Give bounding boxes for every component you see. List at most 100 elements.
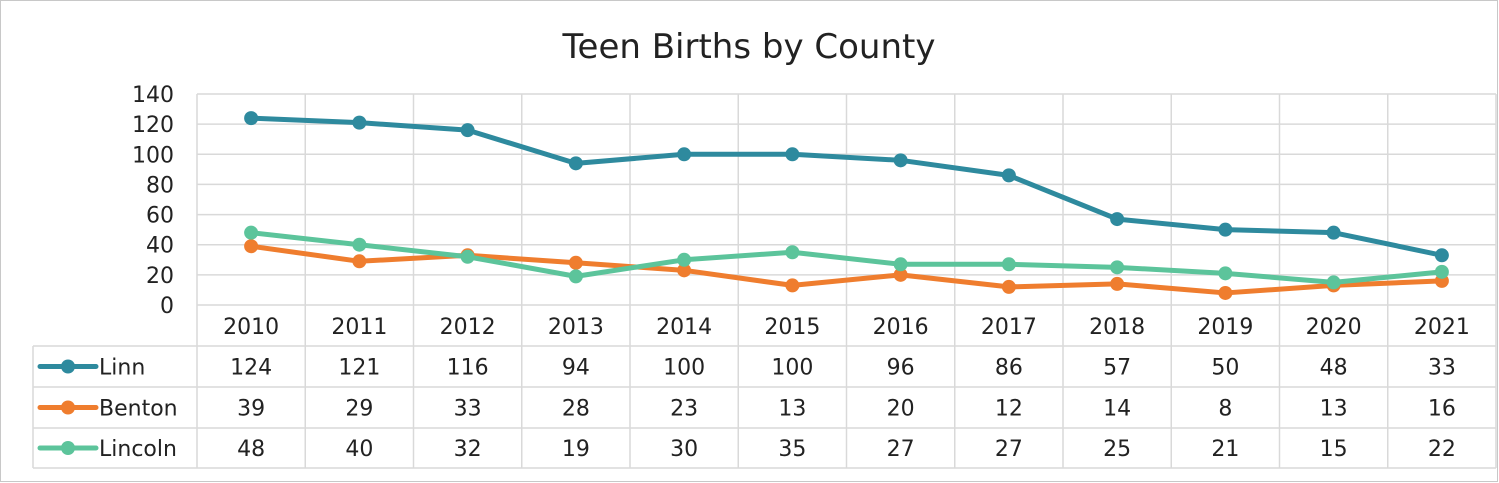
data-table-cell: 13 bbox=[778, 397, 806, 422]
data-point bbox=[1110, 260, 1125, 275]
data-point bbox=[352, 254, 367, 269]
data-table-cell: 94 bbox=[562, 356, 590, 381]
x-tick-label: 2013 bbox=[548, 315, 604, 340]
data-table-cell: 12 bbox=[995, 397, 1023, 422]
data-table-cell: 20 bbox=[887, 397, 915, 422]
x-tick-label: 2015 bbox=[764, 315, 820, 340]
data-table-cell: 25 bbox=[1103, 437, 1131, 462]
data-table-cell: 29 bbox=[345, 397, 373, 422]
data-table-cell: 48 bbox=[237, 437, 265, 462]
data-point bbox=[1218, 266, 1233, 281]
data-point bbox=[677, 147, 692, 162]
data-point bbox=[1434, 264, 1449, 279]
x-tick-label: 2016 bbox=[873, 315, 929, 340]
data-point bbox=[677, 252, 692, 267]
data-table-cell: 48 bbox=[1320, 356, 1348, 381]
legend-label: Benton bbox=[99, 397, 178, 422]
data-table-cell: 32 bbox=[454, 437, 482, 462]
data-table-cell: 100 bbox=[663, 356, 705, 381]
chart-title: Teen Births by County bbox=[562, 27, 936, 67]
x-tick-label: 2010 bbox=[223, 315, 279, 340]
data-point bbox=[568, 255, 583, 270]
x-tick-label: 2019 bbox=[1197, 315, 1253, 340]
legend-label: Linn bbox=[99, 356, 145, 381]
x-tick-label: 2017 bbox=[981, 315, 1037, 340]
x-tick-label: 2014 bbox=[656, 315, 712, 340]
data-point bbox=[244, 225, 259, 240]
y-tick-label: 0 bbox=[160, 294, 174, 319]
x-tick-label: 2020 bbox=[1306, 315, 1362, 340]
data-table-cell: 124 bbox=[230, 356, 272, 381]
data-point bbox=[460, 123, 475, 138]
y-tick-label: 40 bbox=[146, 234, 174, 259]
data-point bbox=[568, 269, 583, 284]
data-table-cell: 27 bbox=[995, 437, 1023, 462]
data-table-cell: 27 bbox=[887, 437, 915, 462]
data-point bbox=[1110, 212, 1125, 227]
data-table-cell: 35 bbox=[778, 437, 806, 462]
data-point bbox=[1434, 248, 1449, 263]
data-point bbox=[352, 237, 367, 252]
y-tick-label: 140 bbox=[132, 83, 174, 108]
y-tick-label: 60 bbox=[146, 204, 174, 229]
data-point bbox=[1001, 257, 1016, 272]
data-table-cell: 8 bbox=[1218, 397, 1232, 422]
y-tick-label: 80 bbox=[146, 173, 174, 198]
data-table-cell: 15 bbox=[1320, 437, 1348, 462]
data-point bbox=[1326, 225, 1341, 240]
data-table-cell: 19 bbox=[562, 437, 590, 462]
data-table-cell: 50 bbox=[1211, 356, 1239, 381]
data-table-cell: 57 bbox=[1103, 356, 1131, 381]
data-point bbox=[677, 263, 692, 278]
data-point bbox=[785, 278, 800, 293]
data-point bbox=[352, 115, 367, 130]
data-table-cell: 14 bbox=[1103, 397, 1131, 422]
data-table-cell: 16 bbox=[1428, 397, 1456, 422]
data-point bbox=[1326, 275, 1341, 290]
data-table-cell: 23 bbox=[670, 397, 698, 422]
data-table-cell: 96 bbox=[887, 356, 915, 381]
data-point bbox=[244, 111, 259, 126]
data-table-cell: 28 bbox=[562, 397, 590, 422]
data-table-cell: 121 bbox=[338, 356, 380, 381]
y-tick-label: 120 bbox=[132, 113, 174, 138]
legend-marker bbox=[61, 359, 75, 374]
data-table-cell: 21 bbox=[1211, 437, 1239, 462]
data-table-cell: 22 bbox=[1428, 437, 1456, 462]
y-tick-label: 100 bbox=[132, 143, 174, 168]
data-point bbox=[1001, 168, 1016, 183]
y-axis: 0 20 40 60 80 100 120 140 bbox=[132, 83, 174, 319]
data-table-cell: 13 bbox=[1320, 397, 1348, 422]
data-point bbox=[460, 249, 475, 264]
data-point bbox=[785, 245, 800, 260]
data-point bbox=[1218, 222, 1233, 237]
data-point bbox=[785, 147, 800, 162]
data-table-cell: 33 bbox=[1428, 356, 1456, 381]
data-point bbox=[893, 267, 908, 282]
y-tick-label: 20 bbox=[146, 264, 174, 289]
x-tick-label: 2012 bbox=[440, 315, 496, 340]
data-point bbox=[1001, 279, 1016, 294]
data-table-cell: 39 bbox=[237, 397, 265, 422]
data-table: 2010 2011 2012 2013 2014 2015 2016 2017 2018 2019… bbox=[32, 94, 1497, 469]
x-tick-label: 2021 bbox=[1414, 315, 1470, 340]
data-point bbox=[893, 257, 908, 272]
legend-marker bbox=[61, 400, 75, 415]
data-table-cell: 40 bbox=[345, 437, 373, 462]
series-line-lincoln bbox=[248, 230, 1445, 285]
x-tick-label: 2018 bbox=[1089, 315, 1145, 340]
data-table-cell: 33 bbox=[454, 397, 482, 422]
data-table-cell: 116 bbox=[447, 356, 489, 381]
data-point bbox=[1218, 285, 1233, 300]
data-point bbox=[244, 239, 259, 254]
data-table-cell: 86 bbox=[995, 356, 1023, 381]
data-point bbox=[1110, 276, 1125, 291]
legend-marker bbox=[61, 441, 75, 455]
x-tick-label: 2011 bbox=[331, 315, 387, 340]
series-lines bbox=[244, 111, 1449, 300]
series-line-linn bbox=[248, 115, 1445, 258]
data-point bbox=[568, 156, 583, 171]
data-point bbox=[893, 153, 908, 168]
